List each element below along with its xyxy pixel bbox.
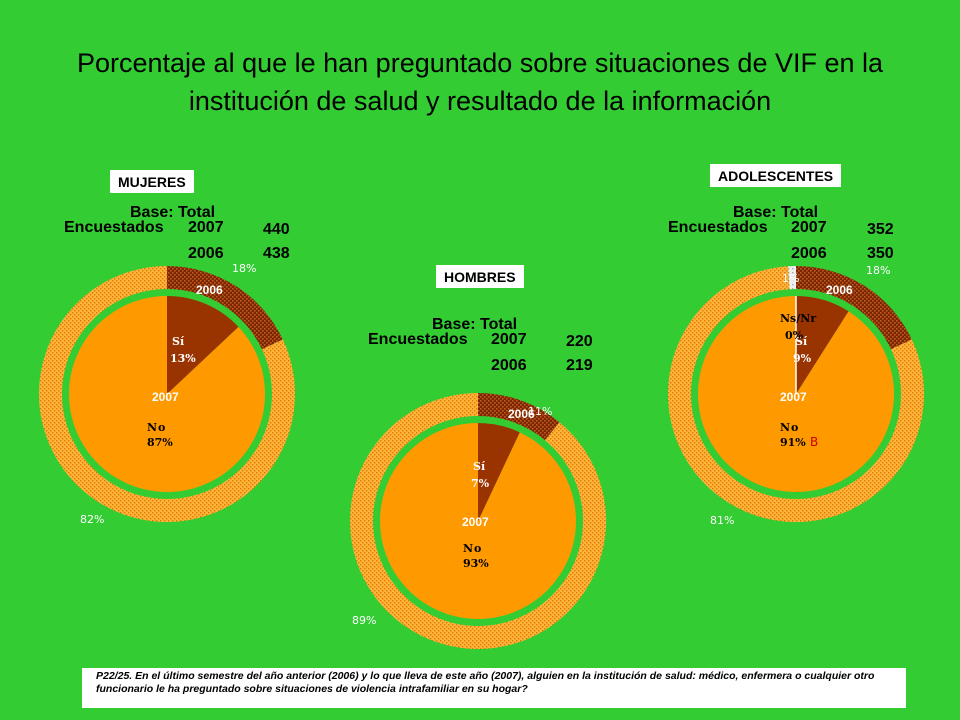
inner-slice-no-mujeres	[68, 296, 265, 492]
inner-label-nsnr-name-adolescentes: Ns/Nr	[780, 312, 816, 325]
sample-year-2007-hombres: 2007	[491, 331, 527, 348]
page-title: Porcentaje al que le han preguntado sobr…	[76, 48, 884, 116]
inner-label-no-value-adolescentes: 91%	[780, 436, 806, 449]
inner-label-no-name-adolescentes: No	[780, 421, 799, 434]
base-label-hombres: Base: Total	[432, 316, 518, 333]
outer-label-0-mujeres: 82%	[80, 513, 104, 526]
sample-year-2006-adolescentes: 2006	[791, 245, 827, 262]
base-label-mujeres: Base: Total	[130, 204, 216, 221]
inner-label-si-value-hombres: 7%	[471, 477, 490, 490]
sample-n-2007-mujeres: 440	[263, 221, 290, 238]
sample-label-adolescentes: Encuestados	[668, 219, 768, 236]
group-tag-mujeres: MUJERES	[110, 170, 194, 193]
inner-label-si-value-adolescentes: 9%	[793, 352, 812, 365]
year-label-outer-mujeres: 2006	[196, 283, 223, 297]
inner-label-no-value-hombres: 93%	[463, 557, 489, 570]
outer-slice-si-adolescentes	[796, 266, 912, 350]
sample-label-hombres: Encuestados	[368, 331, 468, 348]
inner-label-si-value-mujeres: 13%	[170, 352, 196, 365]
inner-label-no-name-mujeres: No	[147, 421, 166, 434]
inner-label-si-name-hombres: Sí	[473, 460, 486, 473]
year-label-outer-hombres: 2006	[508, 407, 535, 421]
sample-n-2007-adolescentes: 352	[867, 221, 894, 238]
inner-label-nsnr-value-adolescentes: 0%	[785, 329, 804, 342]
sample-n-2006-adolescentes: 350	[867, 245, 894, 262]
inner-label-no-name-hombres: No	[463, 542, 482, 555]
outer-label-1-mujeres: 18%	[232, 262, 256, 275]
outer-slice-nsnr-adolescentes	[787, 266, 796, 290]
outer-label-1-hombres: 11%	[528, 405, 552, 418]
inner-label-si-name-mujeres: Sí	[172, 335, 185, 348]
sample-n-2007-hombres: 220	[566, 333, 593, 350]
sample-year-2006-mujeres: 2006	[188, 245, 224, 262]
group-tag-adolescentes: ADOLESCENTES	[710, 164, 842, 187]
sample-n-2006-mujeres: 438	[263, 245, 290, 262]
base-label-adolescentes: Base: Total	[733, 204, 819, 221]
inner-slice-si-hombres	[478, 423, 520, 521]
outer-slice-si-mujeres	[167, 266, 283, 350]
year-label-inner-hombres: 2007	[462, 515, 489, 529]
sample-label-mujeres: Encuestados	[64, 219, 164, 236]
year-label-outer-adolescentes: 2006	[826, 283, 853, 297]
inner-label-si-name-adolescentes: Sí	[795, 335, 808, 348]
group-tag-hombres: HOMBRES	[436, 265, 524, 288]
sample-year-2007-adolescentes: 2007	[791, 219, 827, 236]
sample-year-2007-mujeres: 2007	[188, 219, 224, 236]
footnote: P22/25. En el último semestre del año an…	[82, 668, 906, 708]
inner-label-no-value-mujeres: 87%	[147, 436, 173, 449]
sample-year-2006-hombres: 2006	[491, 357, 527, 374]
year-label-inner-adolescentes: 2007	[780, 390, 807, 404]
outer-label-0-hombres: 89%	[352, 614, 376, 627]
inner-slice-si-adolescentes	[796, 296, 849, 394]
sample-n-2006-hombres: 219	[566, 357, 593, 374]
inner-mark-adolescentes: B	[810, 435, 818, 449]
inner-slice-no-hombres	[380, 423, 577, 619]
outer-label-0-adolescentes: 81%	[710, 514, 734, 527]
inner-slice-si-mujeres	[167, 296, 239, 394]
year-label-inner-mujeres: 2007	[152, 390, 179, 404]
outer-slice-si-hombres	[478, 393, 560, 441]
outer-label-2-adolescentes: 1%	[782, 272, 799, 285]
outer-label-1-adolescentes: 18%	[866, 264, 890, 277]
